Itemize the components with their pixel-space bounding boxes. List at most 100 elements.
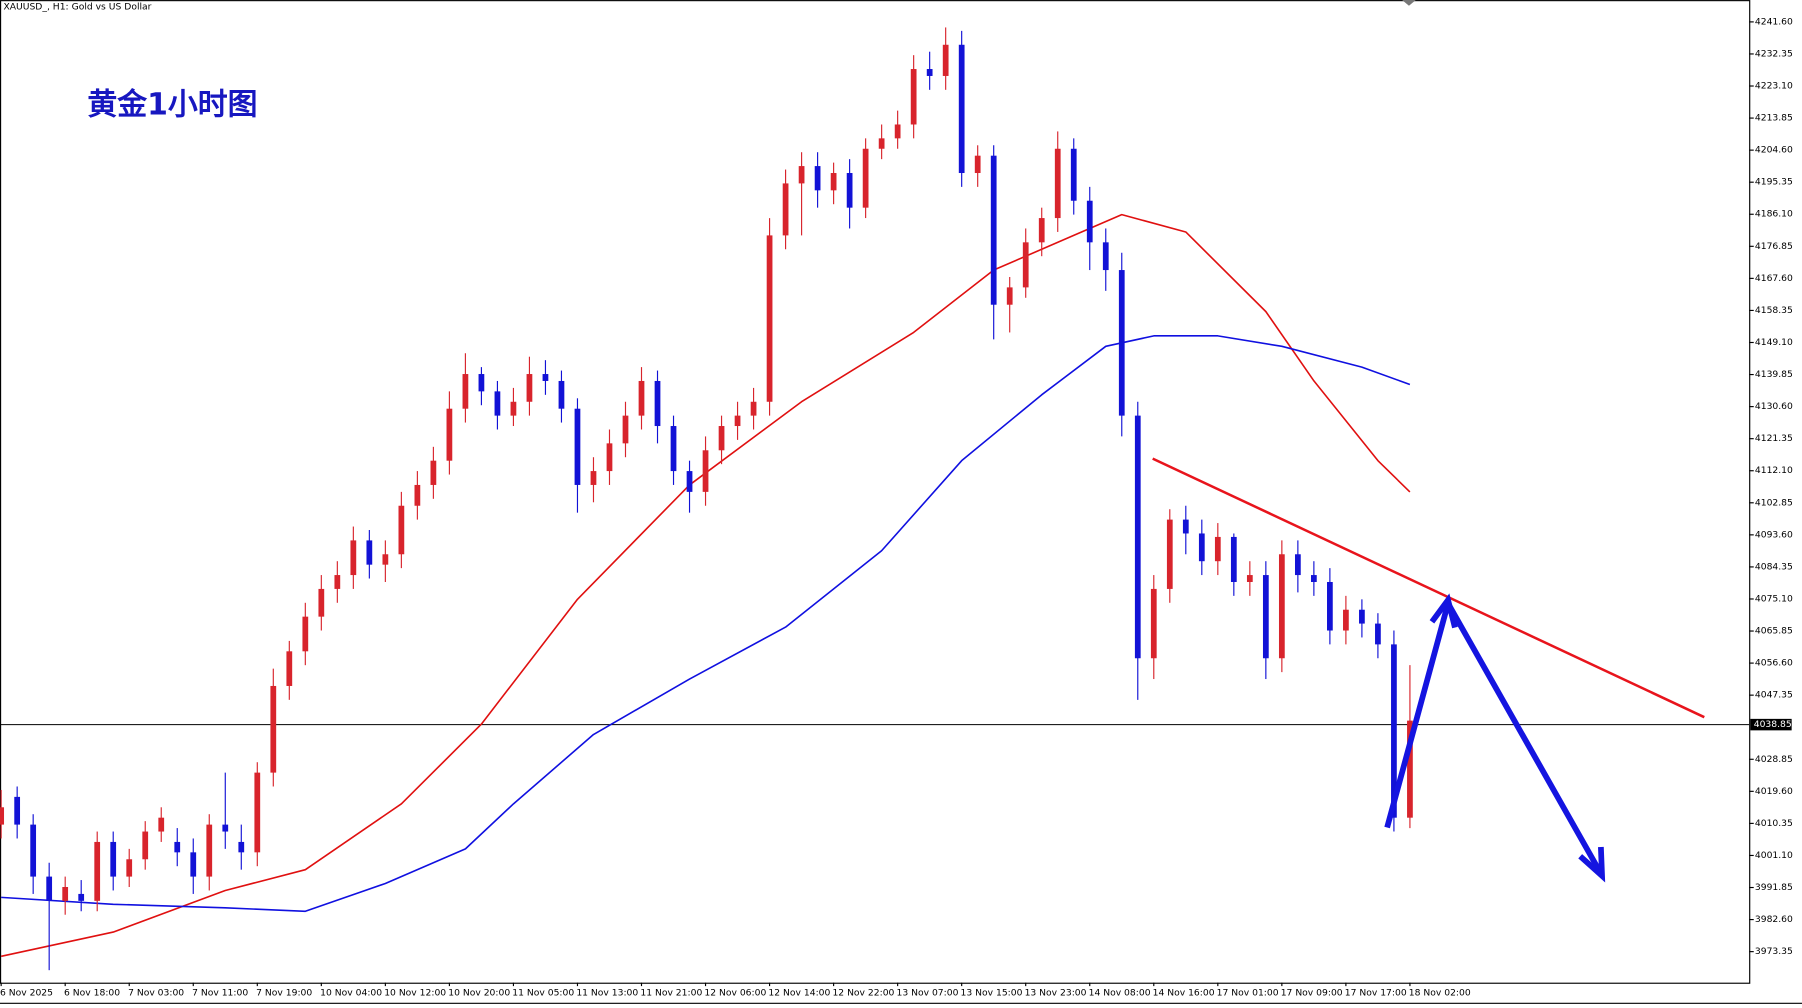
candle-body: [478, 374, 485, 392]
candle-body: [1391, 644, 1397, 818]
y-tick-label: 4213.85: [1755, 113, 1793, 124]
candle-body: [1198, 533, 1205, 562]
x-tick-label: 13 Nov 07:00: [896, 987, 958, 998]
candle-body: [942, 44, 949, 76]
candle-body: [206, 824, 213, 877]
candle-body: [862, 148, 869, 208]
candle-body: [382, 554, 389, 565]
candle-body: [94, 841, 101, 901]
x-tick-label: 10 Nov 20:00: [448, 987, 510, 998]
candle-body: [558, 380, 565, 409]
candle-body: [446, 408, 453, 461]
y-tick-label: 4112.10: [1755, 465, 1793, 476]
x-tick-label: 11 Nov 21:00: [640, 987, 702, 998]
candle-body: [30, 824, 37, 877]
candle-body: [1022, 242, 1029, 288]
y-tick-label: 4093.60: [1755, 529, 1793, 540]
candle-body: [1230, 536, 1237, 582]
candle-body: [286, 651, 293, 686]
candle-body: [654, 380, 661, 427]
candle-body: [1166, 519, 1173, 589]
candle-body: [542, 374, 549, 381]
candle-body: [350, 540, 357, 576]
candle-body: [574, 408, 581, 485]
candle-body: [750, 401, 757, 416]
candle-body: [1375, 623, 1381, 645]
candle-body: [846, 173, 853, 208]
candle-body: [462, 374, 469, 409]
candle-body: [1102, 242, 1109, 271]
candle-body: [270, 685, 277, 773]
candle-body: [1038, 218, 1045, 243]
y-tick-label: 4001.10: [1755, 850, 1793, 861]
candle-body: [1134, 415, 1141, 659]
y-tick-label: 4065.85: [1755, 626, 1793, 637]
y-tick-label: 4084.35: [1755, 561, 1793, 572]
candle-body: [222, 824, 229, 832]
price-label: 4038.85: [1754, 719, 1792, 730]
price-box: [1750, 718, 1792, 731]
candle-body: [606, 443, 613, 472]
x-tick-label: 17 Nov 09:00: [1281, 987, 1343, 998]
y-tick-label: 3991.85: [1755, 882, 1793, 893]
candle-body: [526, 374, 533, 402]
candle-body: [782, 183, 789, 236]
x-tick-label: 12 Nov 22:00: [832, 987, 894, 998]
candle-body: [254, 772, 261, 853]
x-tick-label: 7 Nov 03:00: [128, 987, 184, 998]
plot-frame: [0, 0, 1751, 984]
candle-body: [1278, 554, 1285, 659]
candle-body: [670, 426, 677, 472]
y-tick-label: 4204.60: [1755, 145, 1793, 156]
candle-body: [1086, 200, 1093, 243]
candle-body: [702, 450, 709, 492]
candle-body: [878, 138, 885, 149]
candle-body: [910, 69, 917, 125]
candle-body: [46, 876, 53, 901]
x-tick-label: 10 Nov 04:00: [320, 987, 382, 998]
candle-body: [926, 69, 933, 76]
x-tick-label: 6 Nov 2025: [0, 987, 53, 998]
candle-body: [974, 155, 981, 174]
x-tick-label: 18 Nov 02:00: [1409, 987, 1471, 998]
x-tick-label: 6 Nov 18:00: [64, 987, 120, 998]
y-tick-label: 3973.35: [1755, 946, 1793, 957]
candle-body: [0, 807, 5, 825]
candle-body: [78, 893, 85, 901]
y-tick-label: 4149.10: [1755, 337, 1793, 348]
y-tick-label: 4102.85: [1755, 497, 1793, 508]
candle-body: [414, 484, 421, 506]
candle-body: [1343, 609, 1349, 631]
candle-body: [238, 841, 245, 853]
candle-body: [766, 235, 773, 402]
y-tick-label: 4158.35: [1755, 305, 1793, 316]
annotation: 黄金1小时图: [87, 87, 257, 122]
candle-body: [718, 426, 725, 451]
x-tick-label: 12 Nov 14:00: [768, 987, 830, 998]
candle-body: [894, 124, 901, 139]
candle-body: [638, 380, 645, 416]
candle-body: [430, 460, 437, 485]
candle-body: [958, 44, 965, 174]
x-tick-label: 11 Nov 05:00: [512, 987, 574, 998]
x-tick-label: 7 Nov 11:00: [192, 987, 248, 998]
candle-body: [158, 817, 165, 832]
ma-layer: [0, 213, 1411, 958]
candle-body: [686, 471, 693, 492]
y-tick-label: 4195.35: [1755, 177, 1793, 188]
candle-body: [1070, 148, 1077, 201]
moving-average: [0, 213, 1411, 958]
chart-title: XAUUSD_, H1: Gold vs US Dollar: [3, 1, 151, 12]
x-tick-label: 10 Nov 12:00: [384, 987, 446, 998]
y-tick-label: 4232.35: [1755, 48, 1793, 59]
candle-body: [110, 841, 117, 877]
y-tick-label: 4028.85: [1755, 754, 1793, 765]
y-tick-label: 4139.85: [1755, 369, 1793, 380]
candle-body: [302, 616, 309, 652]
x-tick-label: 17 Nov 17:00: [1345, 987, 1407, 998]
y-tick-label: 4056.60: [1755, 658, 1793, 669]
arrow-head: [1578, 846, 1606, 883]
y-tick-label: 4010.35: [1755, 818, 1793, 829]
